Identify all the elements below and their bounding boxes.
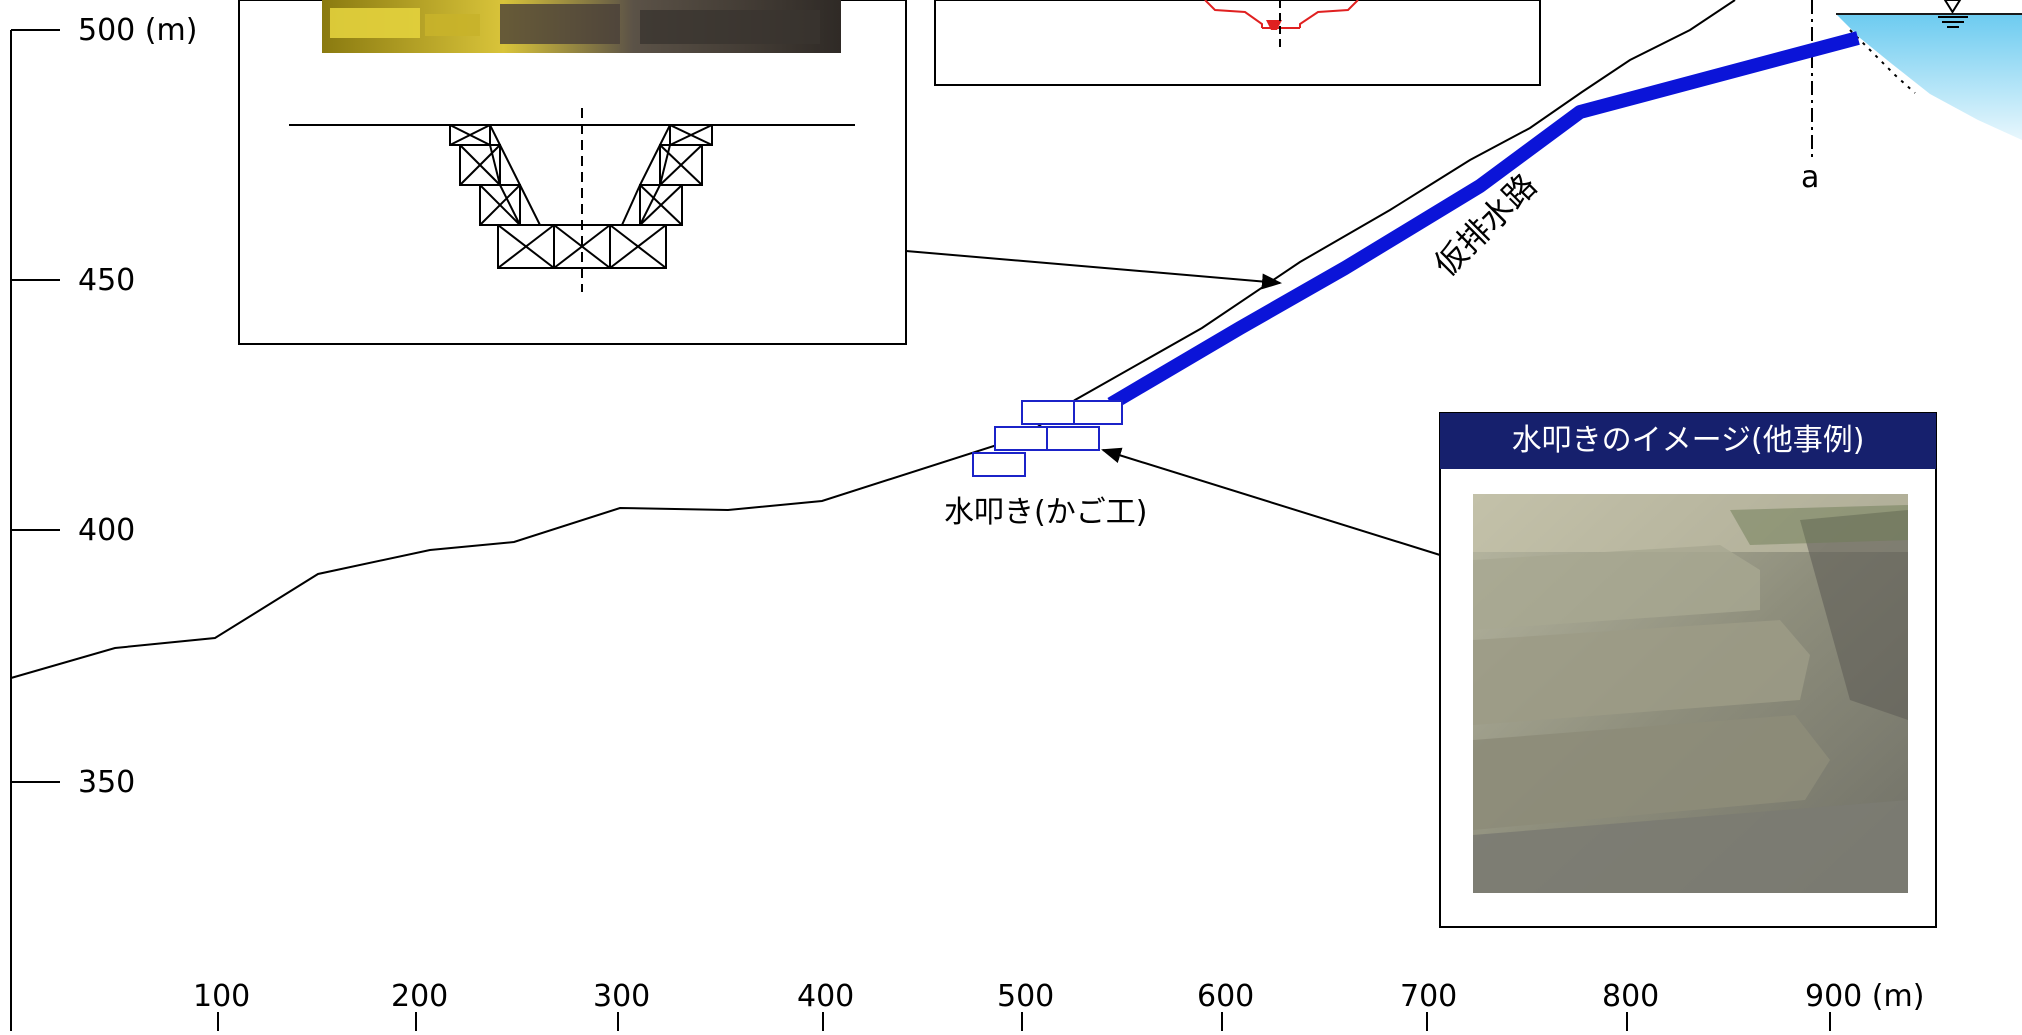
x-tick-label-300: 300 (593, 979, 650, 1014)
y-tick-label-450: 450 (78, 263, 135, 298)
leader-arrow-apron (1101, 447, 1441, 556)
water-level-icon (1938, 0, 1968, 28)
y-axis: 500 (m) 450 400 350 (10, 13, 197, 1031)
x-tick-label-100: 100 (193, 979, 250, 1014)
gabion-example-photo (1473, 494, 1908, 893)
gabion-block (1046, 426, 1100, 451)
bottom-gabion-row (497, 224, 667, 269)
leader-arrow-section (905, 250, 1282, 290)
x-axis: 100 200 300 400 500 600 700 800 900 (m) (193, 979, 1924, 1031)
x-tick-label-400: 400 (797, 979, 854, 1014)
x-tick-label-800: 800 (1602, 979, 1659, 1014)
x-tick-label-900: 900 (m) (1805, 979, 1924, 1014)
gabion-block (1073, 400, 1123, 425)
ground-profile-line (10, 0, 1736, 679)
temporary-drainage-channel (1107, 31, 1860, 411)
gabion-block (994, 426, 1048, 451)
cross-section-callout (238, 0, 907, 345)
gabion-block (972, 452, 1026, 477)
gabion-apron-blocks (972, 400, 1123, 477)
red-section-callout (934, 0, 1541, 86)
apron-label: 水叩き(かご工) (944, 495, 1147, 530)
gabion-block (1021, 400, 1075, 425)
section-line-a: a (1801, 0, 1819, 195)
x-tick-label-600: 600 (1197, 979, 1254, 1014)
y-tick-label-500: 500 (m) (78, 13, 197, 48)
x-tick-label-700: 700 (1400, 979, 1457, 1014)
x-tick-label-200: 200 (391, 979, 448, 1014)
construction-photo (322, 0, 841, 53)
section-marker-label: a (1801, 160, 1819, 195)
image-box-title: 水叩きのイメージ(他事例) (1440, 413, 1936, 469)
reservoir-water (1836, 0, 2022, 140)
x-tick-label-500: 500 (997, 979, 1054, 1014)
y-tick-label-400: 400 (78, 513, 135, 548)
apron-image-box (1439, 412, 1937, 928)
y-tick-label-350: 350 (78, 765, 135, 800)
left-gabion-steps (449, 124, 542, 226)
